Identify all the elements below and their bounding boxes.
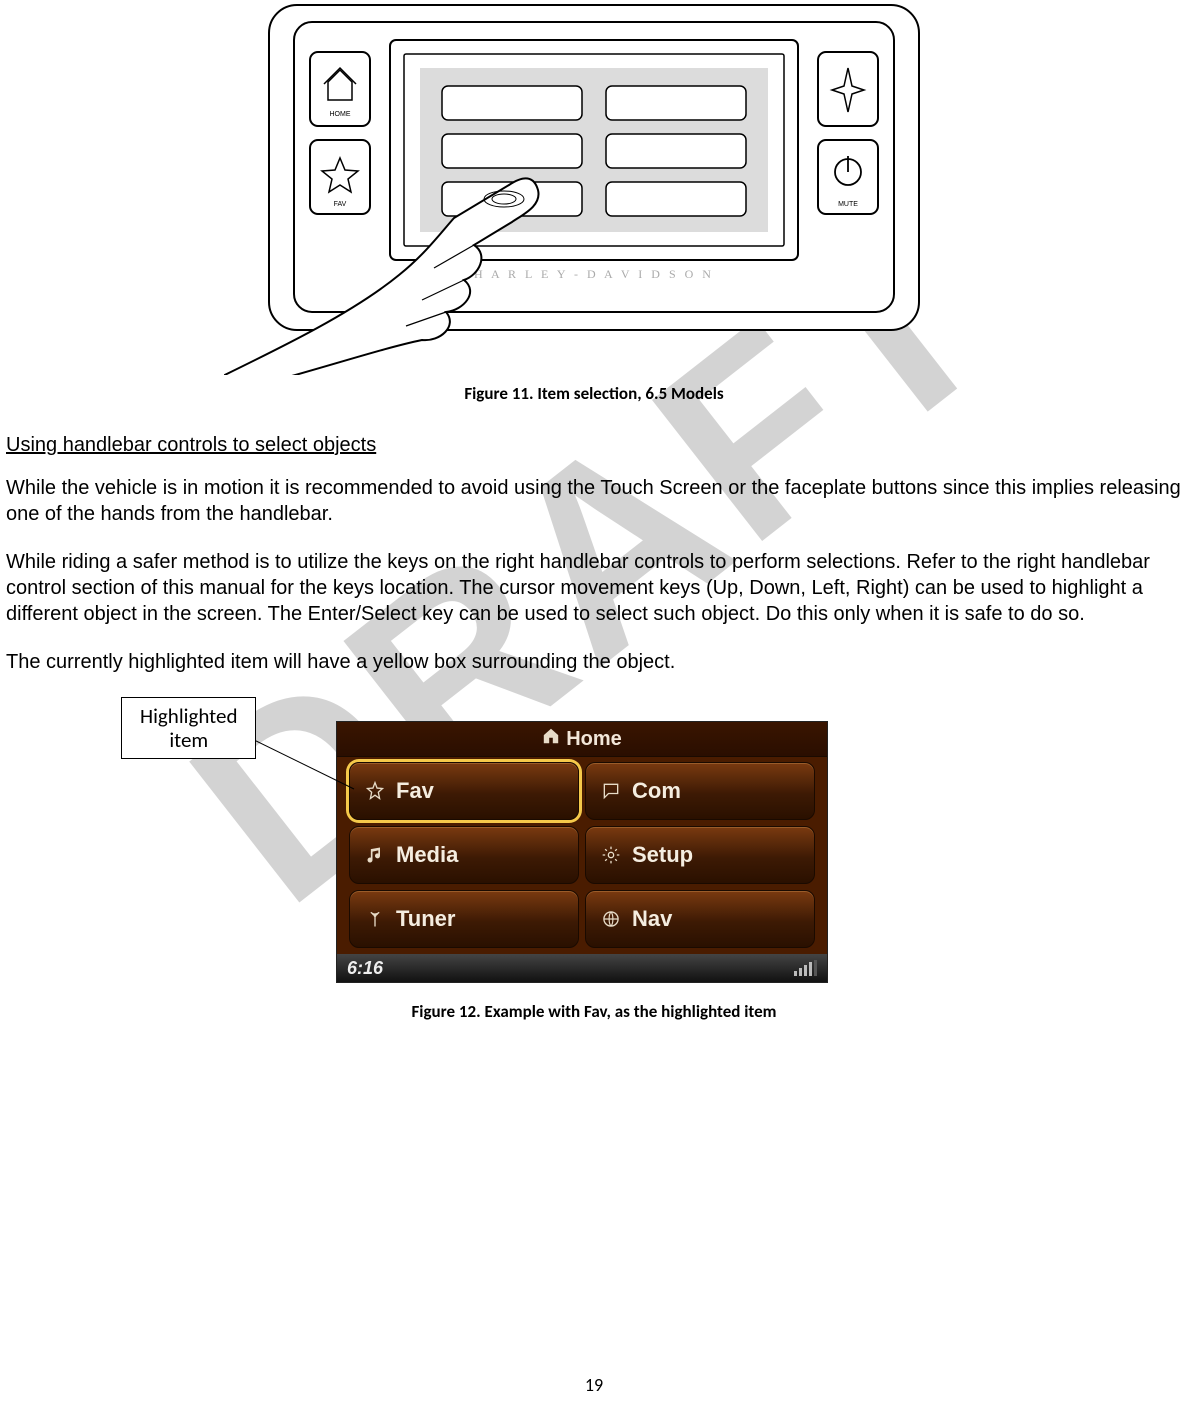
screenshot-header-label: Home [566, 728, 622, 751]
music-note-icon [364, 844, 386, 866]
figure-12: Highlighted item Home [6, 697, 1182, 997]
globe-icon [600, 908, 622, 930]
gear-icon [600, 844, 622, 866]
menu-button-setup[interactable]: Setup [585, 826, 815, 884]
page-number: 19 [0, 1374, 1188, 1396]
chat-icon [600, 780, 622, 802]
home-icon [542, 727, 560, 751]
brand-text: H A R L E Y - D A V I D S O N [474, 267, 714, 281]
svg-text:HOME: HOME [330, 111, 351, 118]
status-bar: 6:16 [337, 954, 827, 982]
menu-button-nav[interactable]: Nav [585, 890, 815, 948]
body-paragraph: While riding a safer method is to utiliz… [6, 549, 1182, 627]
signal-bars-icon [794, 960, 817, 976]
menu-button-label: Com [632, 778, 681, 804]
svg-text:FAV: FAV [334, 201, 347, 208]
body-paragraph: The currently highlighted item will have… [6, 649, 1182, 675]
svg-text:MUTE: MUTE [838, 201, 858, 208]
callout-label-line2: item [169, 727, 208, 753]
callout-leader-line [244, 725, 444, 845]
figure-12-caption: Figure 12. Example with Fav, as the high… [6, 1001, 1182, 1022]
figure-11: HOME FAV MUTE [6, 0, 1182, 404]
section-heading: Using handlebar controls to select objec… [6, 434, 1182, 457]
menu-button-label: Nav [632, 906, 672, 932]
figure-11-caption: Figure 11. Item selection, 6.5 Models [6, 383, 1182, 404]
menu-button-com[interactable]: Com [585, 762, 815, 820]
callout-highlighted-item: Highlighted item [121, 697, 256, 759]
antenna-icon [364, 908, 386, 930]
menu-button-label: Media [396, 842, 458, 868]
callout-label-line1: Highlighted [140, 703, 237, 729]
menu-button-label: Setup [632, 842, 693, 868]
status-time: 6:16 [347, 958, 383, 979]
body-paragraph: While the vehicle is in motion it is rec… [6, 475, 1182, 527]
menu-button-label: Tuner [396, 906, 455, 932]
figure-11-illustration: HOME FAV MUTE [224, 0, 964, 375]
menu-button-tuner[interactable]: Tuner [349, 890, 579, 948]
